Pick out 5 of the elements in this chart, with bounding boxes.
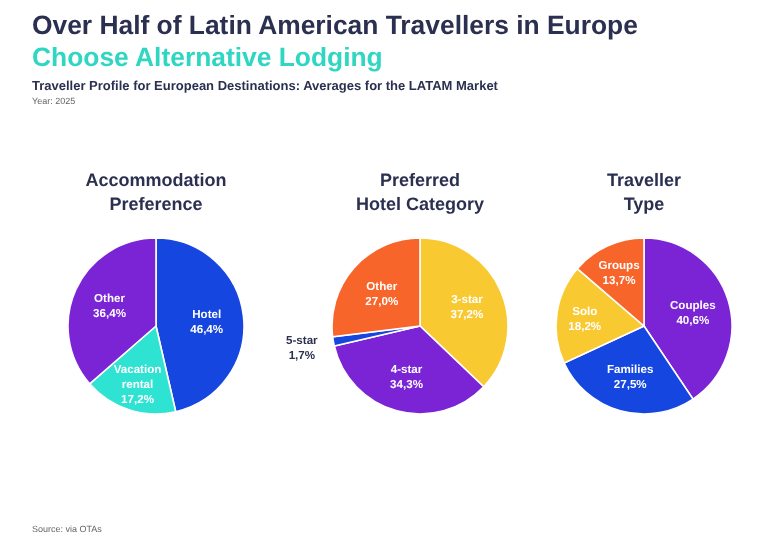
chart-title: Accommodation Preference [85, 170, 227, 214]
text: Over Half of Latin American Travellers in Europe [32, 10, 638, 40]
chart-title: Preferred Hotel Category [355, 170, 485, 214]
chart-title: Traveller Type [606, 170, 683, 214]
text: Choose Alternative Lodging [32, 42, 383, 72]
